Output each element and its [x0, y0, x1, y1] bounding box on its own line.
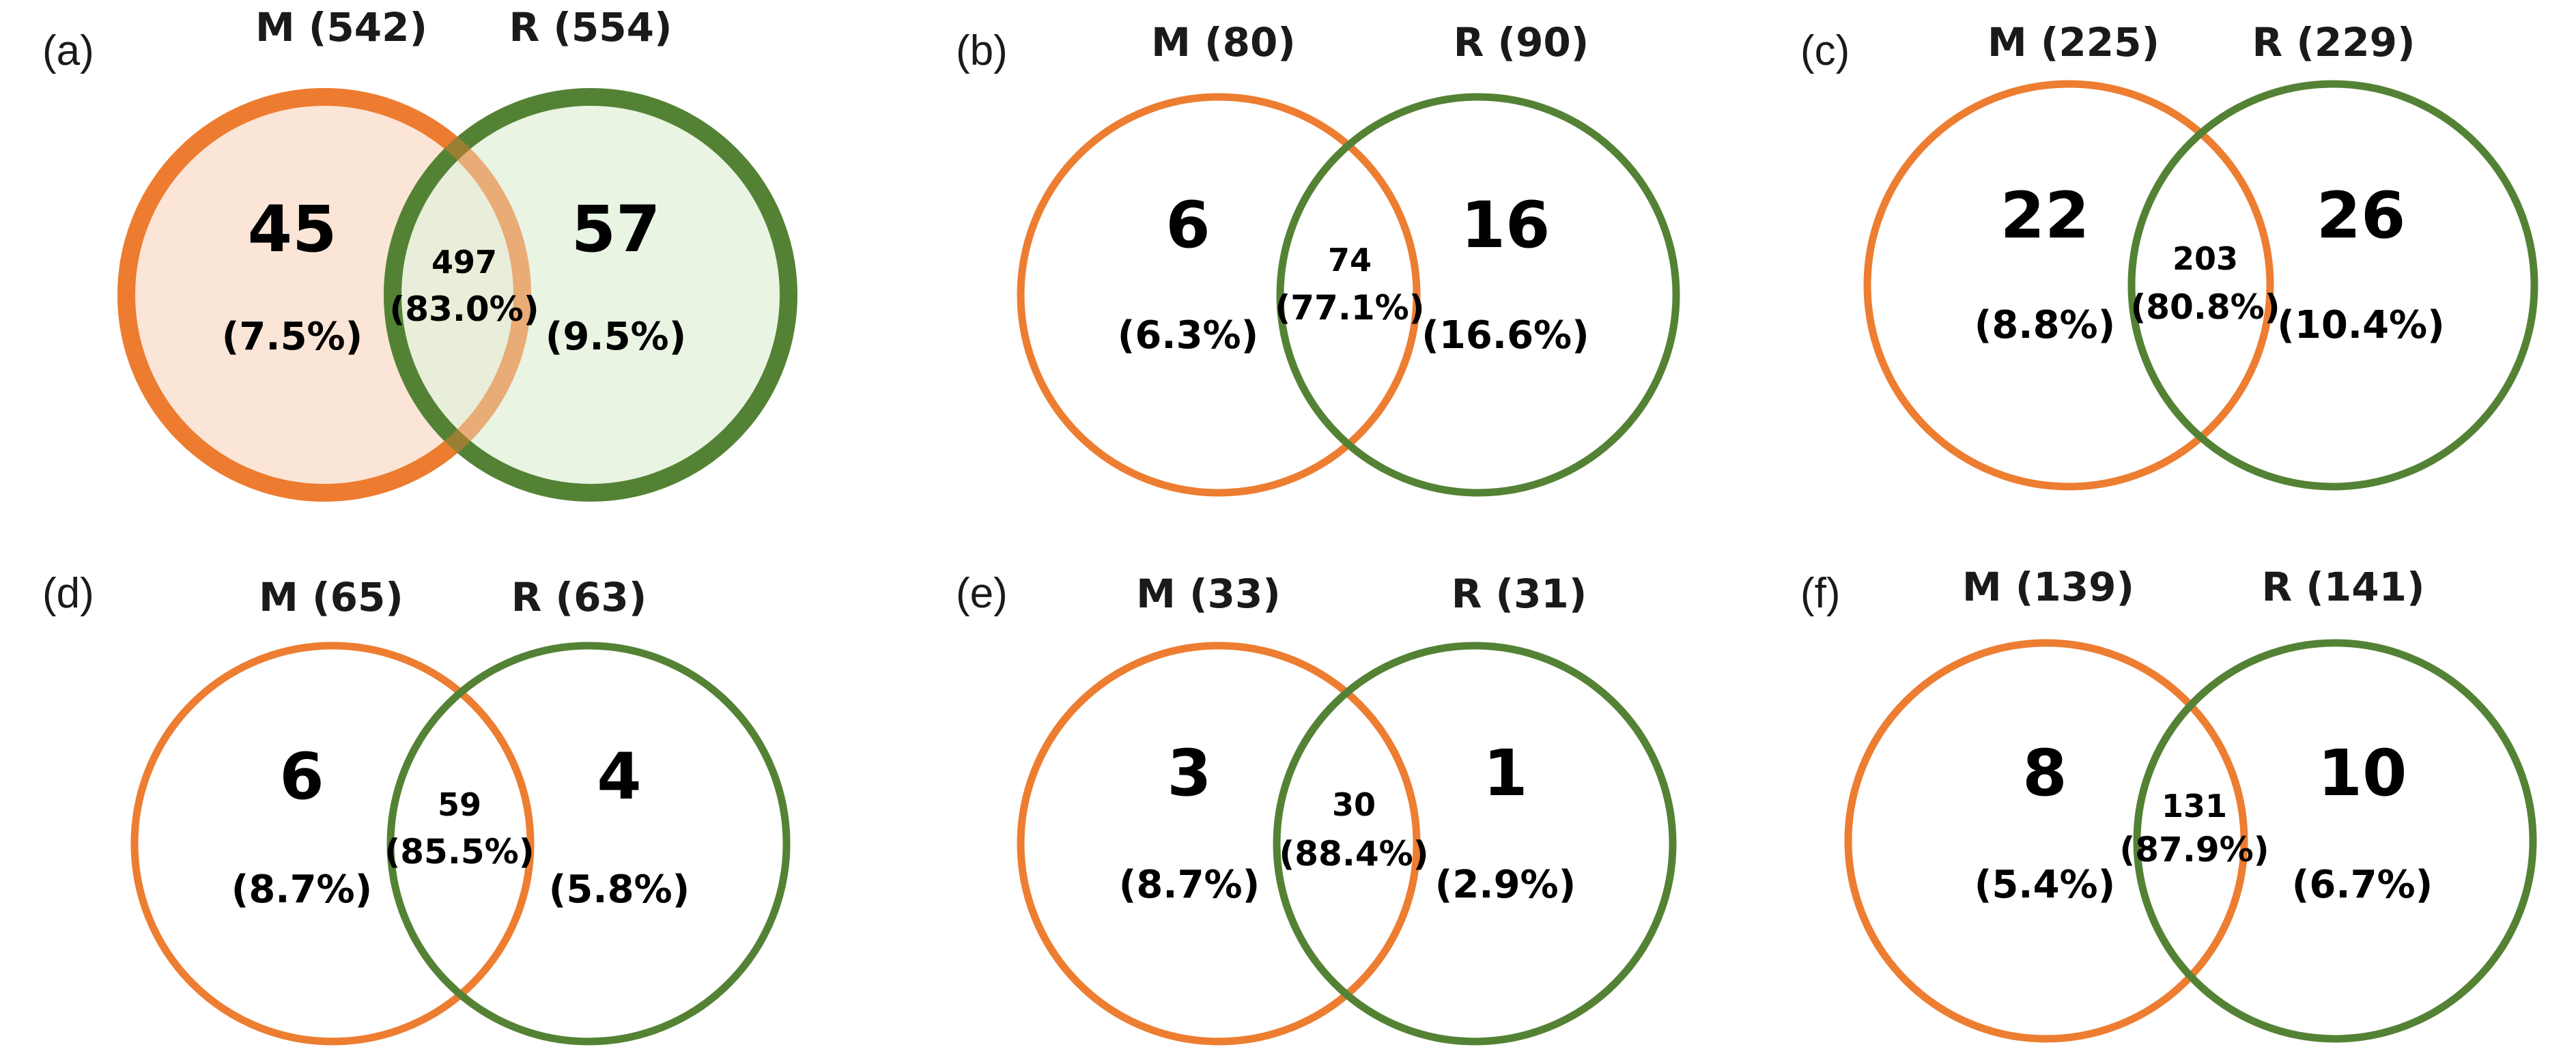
set-r-circle [386, 642, 791, 1046]
r-only-count: 4 [597, 740, 641, 814]
panel-label: (d) [42, 570, 94, 617]
r-only-count: 57 [571, 192, 661, 267]
panel-label: (f) [1800, 570, 1841, 617]
overlap-percent: (87.9%) [2119, 830, 2269, 870]
m-only-count: 3 [1167, 736, 1211, 811]
r-only-count: 1 [1483, 736, 1527, 811]
r-only-percent: (9.5%) [546, 315, 687, 359]
overlap-percent: (77.1%) [1275, 288, 1424, 328]
panel-label: (c) [1800, 27, 1850, 74]
m-only-count: 8 [2022, 736, 2067, 811]
overlap-count: 497 [431, 244, 497, 281]
m-only-percent: (7.5%) [222, 315, 363, 359]
overlap-count: 74 [1328, 242, 1372, 278]
r-only-count: 26 [2317, 179, 2406, 253]
set-r-label: R (141) [2262, 564, 2425, 610]
r-only-count: 16 [1461, 188, 1551, 263]
set-r-label: R (554) [509, 4, 673, 51]
set-r-circle [384, 88, 797, 502]
set-m-label: M (65) [259, 574, 404, 620]
overlap-count: 59 [438, 786, 481, 823]
set-m-label: M (80) [1151, 19, 1296, 66]
r-only-percent: (5.8%) [549, 867, 690, 912]
overlap-count: 131 [2162, 788, 2227, 824]
set-r-label: R (229) [2252, 19, 2416, 66]
m-only-percent: (8.7%) [231, 867, 373, 912]
m-only-count: 6 [279, 740, 324, 814]
panel-label: (e) [956, 570, 1008, 617]
m-only-count: 45 [248, 192, 337, 267]
m-only-percent: (8.8%) [1975, 303, 2116, 347]
set-m-circle [130, 642, 535, 1046]
set-m-label: M (139) [1962, 564, 2134, 610]
set-r-label: R (63) [511, 574, 647, 620]
m-only-percent: (8.7%) [1119, 863, 1260, 907]
set-r-circle [2133, 639, 2537, 1043]
set-m-circle [1844, 639, 2248, 1043]
set-m-label: M (542) [255, 4, 427, 51]
venn-panel-b: (b) M (80) R (90) 6 (6.3%) 16 (16.6%) 74 (77.1%) [956, 19, 1680, 497]
set-m-circle [1017, 642, 1421, 1046]
venn-panel-d: (d) M (65) R (63) 6 (8.7%) 4 (5.8%) 59 (85.5%) [42, 570, 791, 1046]
overlap-count: 203 [2172, 240, 2238, 277]
overlap-percent: (80.8%) [2130, 287, 2280, 327]
overlap-percent: (85.5%) [384, 832, 534, 872]
venn-panel-a: (a) M (542) R (554) 45 (7.5%) 57 (9.5%) 497 (83.… [42, 4, 797, 502]
r-only-percent: (2.9%) [1435, 863, 1576, 907]
m-only-count: 6 [1165, 188, 1210, 263]
m-only-percent: (6.3%) [1118, 313, 1259, 358]
r-only-percent: (16.6%) [1421, 313, 1589, 358]
set-r-label: R (90) [1454, 19, 1589, 66]
set-r-label: R (31) [1452, 571, 1587, 617]
m-only-percent: (5.4%) [1975, 863, 2116, 907]
venn-panel-f: (f) M (139) R (141) 8 (5.4%) 10 (6.7%) 131 (87.9… [1800, 564, 2537, 1043]
overlap-percent: (88.4%) [1279, 834, 1428, 874]
panel-label: (b) [956, 27, 1008, 74]
r-only-count: 10 [2318, 736, 2407, 811]
panel-label: (a) [42, 27, 94, 74]
set-m-label: M (33) [1136, 571, 1281, 617]
venn-panel-e: (e) M (33) R (31) 3 (8.7%) 1 (2.9%) 30 (88.4%) [956, 570, 1677, 1046]
set-m-circle [1863, 80, 2274, 491]
set-m-label: M (225) [1987, 19, 2160, 66]
set-r-circle [1276, 93, 1680, 497]
overlap-percent: (83.0%) [389, 289, 539, 329]
overlap-count: 30 [1332, 786, 1376, 823]
r-only-percent: (6.7%) [2292, 863, 2433, 907]
m-only-count: 22 [2000, 179, 2090, 253]
r-only-percent: (10.4%) [2277, 303, 2444, 347]
set-m-circle [1017, 93, 1421, 497]
set-r-circle [2127, 80, 2538, 491]
set-r-circle [1273, 642, 1677, 1046]
set-m-overlap-arc [117, 88, 531, 502]
venn-panel-c: (c) M (225) R (229) 22 (8.8%) 26 (10.4%) 203 (80… [1800, 19, 2538, 491]
